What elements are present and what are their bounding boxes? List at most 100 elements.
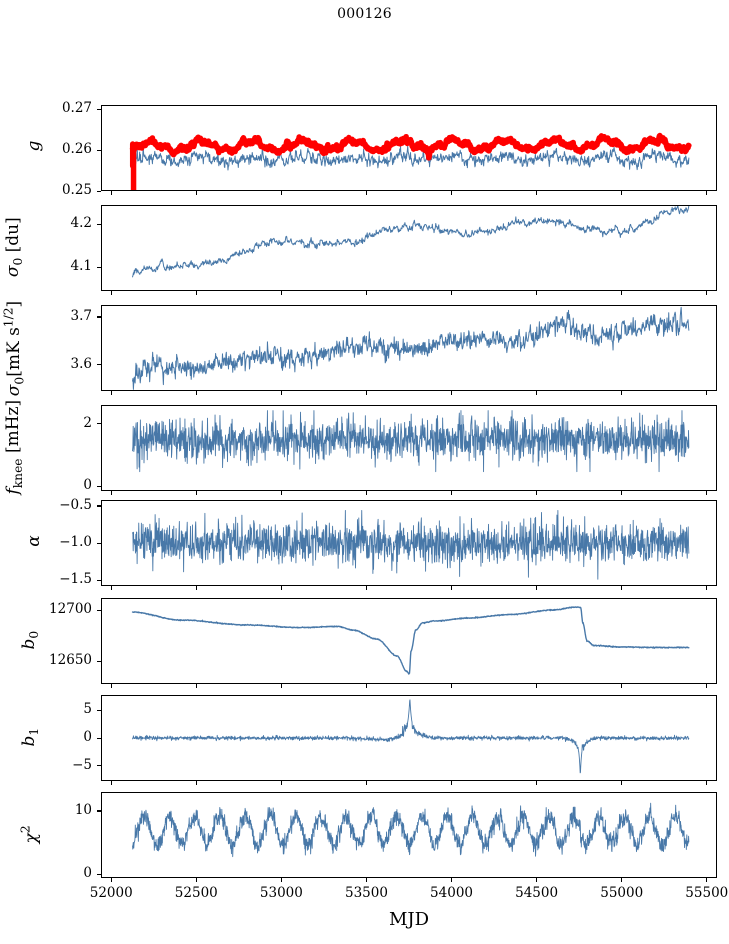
y-tick-mark [97,190,101,192]
y-tick-mark [97,223,101,226]
x-tick-mark [280,781,282,785]
x-tick-mark [706,781,708,785]
y-tick-mark [97,542,101,544]
x-tick-mark [536,781,538,785]
panel-b1 [101,695,717,781]
x-tick-mark [536,291,538,295]
panel-fknee [101,405,717,491]
panel-alpha [101,500,717,586]
y-tick-mark [97,364,101,366]
x-tick-mark [536,684,538,688]
y-tick-mark [97,660,101,663]
ylabel-sigma0-mk: σ0[mK s1/2] [1,300,27,397]
x-tick-mark [195,586,197,590]
x-tick-mark [621,291,623,295]
y-tick-mark [97,609,101,611]
x-tick-label: 52000 [89,885,133,901]
y-tick-mark [97,579,101,581]
ylabel-b1: b1 [18,727,42,747]
x-tick-mark [706,878,708,882]
x-tick-label: 52500 [174,885,218,901]
x-tick-mark [706,684,708,688]
x-tick-mark [280,391,282,395]
x-tick-mark [195,781,197,785]
ylabel-chi2: χ2 [18,825,42,844]
panel-sigma0-mk [101,305,717,391]
y-tick-mark [97,505,101,507]
panel-g [101,105,717,191]
x-tick-mark [110,684,112,688]
x-tick-label: 53000 [259,885,303,901]
x-tick-mark [365,191,368,195]
x-tick-mark [280,491,282,495]
figure-title: 000126 [337,6,392,22]
x-tick-mark [110,191,112,195]
x-tick-label: 55000 [600,885,644,901]
y-tick-mark [97,149,101,151]
y-tick-mark [97,423,101,425]
x-tick-label: 54000 [430,885,474,901]
x-tick-mark [195,878,197,882]
x-tick-mark [621,491,623,495]
x-tick-mark [621,878,623,882]
x-tick-mark [536,491,538,495]
x-tick-mark [365,491,368,495]
panel-chi2 [101,792,717,878]
x-tick-label: 53500 [344,885,388,901]
y-tick-mark [97,810,101,812]
x-tick-mark [536,191,538,195]
x-tick-mark [110,781,112,785]
ylabel-alpha: α [24,535,44,547]
panel-sigma0-du [101,205,717,291]
x-tick-label: 54500 [515,885,559,901]
x-tick-mark [365,586,368,590]
x-tick-mark [706,191,708,195]
x-tick-mark [450,391,453,395]
x-tick-mark [536,391,538,395]
x-tick-mark [450,878,453,882]
x-tick-mark [450,491,453,495]
y-tick-mark [97,765,101,767]
y-tick-mark [97,873,101,875]
x-tick-mark [280,878,282,882]
x-tick-mark [621,684,623,688]
x-tick-mark [195,391,197,395]
y-tick-mark [97,709,101,712]
x-tick-mark [536,878,538,882]
x-tick-mark [450,781,453,785]
y-tick-mark [97,485,101,487]
ylabel-fknee: fknee [mHz] [2,399,26,495]
y-tick-mark [97,737,101,739]
y-tick-mark [97,266,101,269]
x-tick-mark [450,684,453,688]
x-tick-mark [450,586,453,590]
x-tick-mark [110,291,112,295]
x-tick-mark [706,491,708,495]
x-tick-mark [195,684,197,688]
x-tick-mark [706,586,708,590]
x-tick-mark [365,391,368,395]
x-tick-mark [280,191,282,195]
x-tick-mark [450,291,453,295]
ylabel-b0: b0 [18,630,42,650]
x-tick-mark [280,291,282,295]
x-tick-mark [621,586,623,590]
x-tick-mark [195,191,197,195]
x-tick-mark [706,291,708,295]
x-tick-mark [621,391,623,395]
x-tick-mark [621,781,623,785]
x-tick-mark [450,191,453,195]
x-tick-mark [110,878,112,882]
x-tick-mark [110,491,112,495]
y-tick-mark [97,316,101,318]
x-tick-mark [365,781,368,785]
ylabel-sigma0-du: σ0 [du] [2,217,26,278]
x-tick-mark [706,391,708,395]
x-tick-mark [195,291,197,295]
panel-b0 [101,598,717,684]
x-tick-mark [621,191,623,195]
x-tick-mark [110,586,112,590]
y-tick-mark [97,108,101,110]
x-tick-mark [280,586,282,590]
